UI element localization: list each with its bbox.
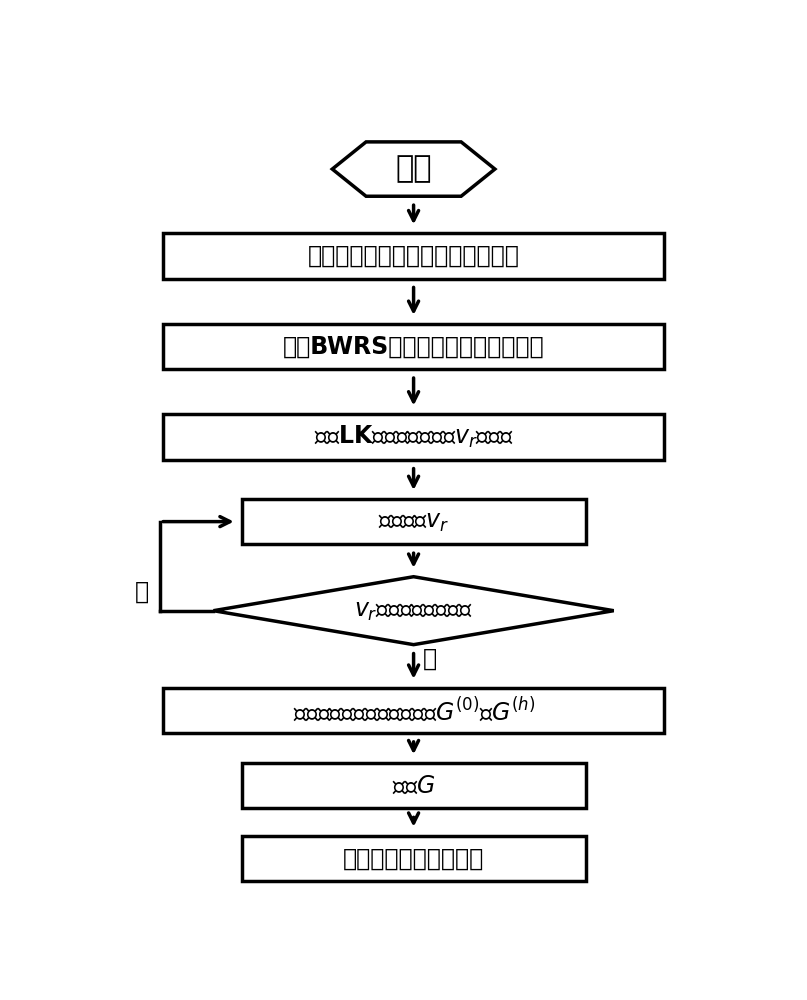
FancyBboxPatch shape <box>163 233 664 279</box>
FancyBboxPatch shape <box>241 836 586 881</box>
FancyBboxPatch shape <box>163 324 664 369</box>
FancyBboxPatch shape <box>163 688 664 733</box>
FancyBboxPatch shape <box>241 763 586 808</box>
Text: 否: 否 <box>135 580 148 604</box>
FancyBboxPatch shape <box>241 499 586 544</box>
Polygon shape <box>213 577 614 645</box>
Text: 迭代计算$v_r$: 迭代计算$v_r$ <box>378 510 449 534</box>
Text: $v_r$是否满足收敛条件: $v_r$是否满足收敛条件 <box>354 599 473 623</box>
Text: 开始: 开始 <box>395 155 432 184</box>
Text: 根据焓值的具体表达式计算$G^{(0)}$和$G^{(h)}$: 根据焓值的具体表达式计算$G^{(0)}$和$G^{(h)}$ <box>292 696 535 725</box>
Text: 是: 是 <box>423 647 437 671</box>
Text: 计算$G$: 计算$G$ <box>392 774 435 798</box>
Text: 利用BWRS方程计算天然气的气液比: 利用BWRS方程计算天然气的气液比 <box>282 334 545 358</box>
FancyBboxPatch shape <box>163 414 664 460</box>
Text: 输入天然气组分参数、温度、压力: 输入天然气组分参数、温度、压力 <box>307 244 520 268</box>
Text: 输入LK方程中未知变量$v_r$的初值: 输入LK方程中未知变量$v_r$的初值 <box>314 424 513 450</box>
Polygon shape <box>332 142 495 196</box>
Text: 计算天然气气液相焓值: 计算天然气气液相焓值 <box>343 846 484 870</box>
